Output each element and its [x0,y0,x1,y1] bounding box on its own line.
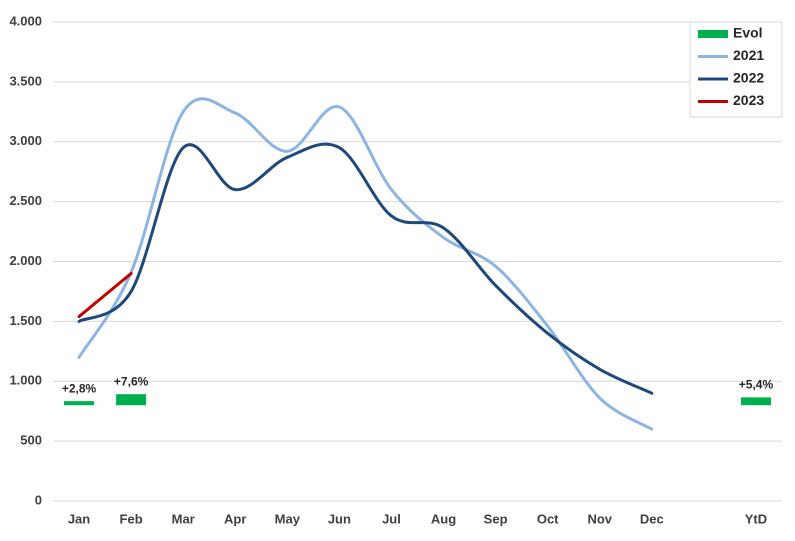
x-tick-label: Sep [484,511,508,526]
legend-label: 2021 [733,47,764,63]
x-tick-label: Jan [68,511,90,526]
evol-bar [740,397,771,406]
y-tick-label: 2.000 [9,253,42,268]
legend-swatch [698,30,728,38]
y-tick-label: 4.000 [9,13,42,28]
x-tick-label: May [275,511,301,526]
data-label: +5,4% [739,378,774,392]
legend-label: 2022 [733,70,764,86]
data-label: +7,6% [114,374,149,388]
evol-bar [64,401,95,406]
line [77,142,654,395]
y-tick-label: 3.000 [9,133,42,148]
legend-label: Evol [733,25,763,41]
x-tick-label: Nov [587,511,612,526]
x-tick-label: Feb [120,511,143,526]
evol-bar [116,394,147,406]
x-tick-label: Aug [431,511,456,526]
x-tick-label: Oct [537,511,559,526]
y-tick-label: 1.000 [9,373,42,388]
x-tick-label: Mar [172,511,195,526]
data-label: +2,8% [62,381,97,395]
y-tick-label: 500 [20,433,42,448]
x-tick-label: Jun [328,511,351,526]
x-tick-label: Dec [640,511,664,526]
x-tick-label: Apr [224,511,246,526]
x-tick-label: YtD [745,511,767,526]
y-tick-label: 3.500 [9,73,42,88]
line [77,271,133,319]
y-tick-label: 0 [35,492,42,507]
y-tick-label: 2.500 [9,193,42,208]
line [77,97,654,431]
x-tick-label: Jul [382,511,401,526]
legend-label: 2023 [733,92,764,108]
y-tick-label: 1.500 [9,313,42,328]
